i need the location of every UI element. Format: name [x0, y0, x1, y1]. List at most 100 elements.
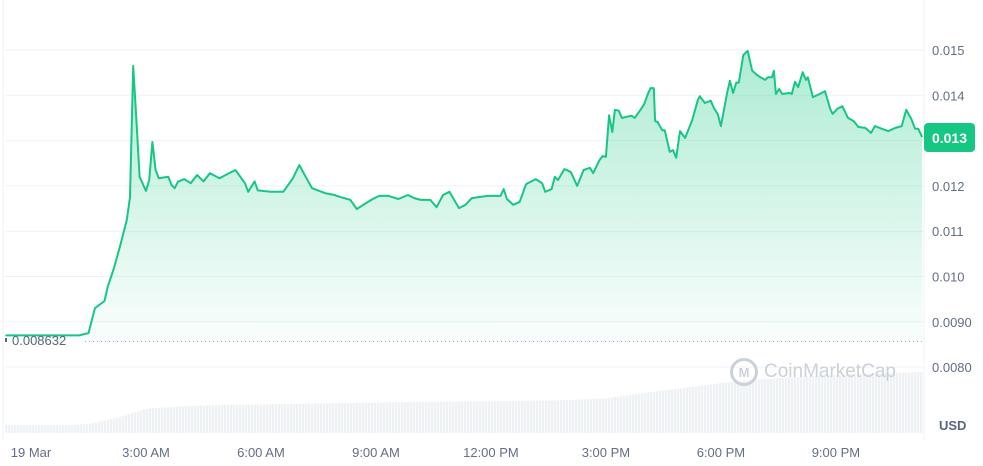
volume-bar — [440, 401, 443, 433]
volume-bar — [908, 372, 911, 433]
volume-bar — [728, 382, 731, 433]
volume-bar — [875, 373, 878, 433]
volume-bar — [140, 410, 143, 433]
volume-bar — [815, 376, 818, 433]
volume-bar — [380, 402, 383, 433]
volume-bar — [515, 400, 518, 433]
reference-marker — [5, 338, 7, 342]
y-tick-label: 0.0090 — [932, 315, 972, 330]
volume-bar — [893, 372, 896, 433]
volume-bar — [314, 403, 317, 433]
volume-bar — [620, 396, 623, 433]
volume-bar — [134, 412, 137, 433]
volume-bar — [32, 425, 35, 433]
volume-bar — [860, 373, 863, 433]
volume-bar — [557, 400, 560, 433]
volume-bar — [56, 425, 59, 433]
volume-bar — [185, 406, 188, 433]
volume-bar — [854, 374, 857, 433]
volume-bar — [464, 401, 467, 433]
volume-bar — [143, 409, 146, 433]
volume-bar — [764, 379, 767, 433]
price-line — [5, 49, 924, 337]
volume-bar — [26, 425, 29, 433]
volume-bar — [554, 400, 557, 433]
volume-bar — [482, 401, 485, 433]
watermark-text: CoinMarketCap — [764, 361, 896, 382]
volume-bar — [887, 372, 890, 433]
volume-bar — [581, 399, 584, 433]
volume-bar — [341, 403, 344, 433]
volume-bar — [227, 404, 230, 433]
volume-bar — [596, 398, 599, 433]
volume-bar — [773, 378, 776, 433]
volume-bar — [350, 402, 353, 433]
volume-bar — [857, 374, 860, 433]
volume-bar — [203, 405, 206, 433]
volume-bar — [275, 404, 278, 433]
volume-bar — [293, 403, 296, 433]
volume-bar — [551, 400, 554, 433]
volume-bar — [896, 372, 899, 433]
volume-bar — [221, 404, 224, 433]
volume-bar — [794, 377, 797, 433]
volume-bar — [878, 373, 881, 433]
volume-bar — [47, 425, 50, 433]
volume-bar — [791, 377, 794, 433]
volume-bar — [371, 402, 374, 433]
volume-bar — [653, 391, 656, 433]
volume-bar — [404, 402, 407, 433]
x-tick-label: 9:00 PM — [812, 445, 860, 460]
volume-bar — [14, 425, 17, 433]
volume-bar — [491, 401, 494, 433]
volume-bar — [605, 398, 608, 433]
volume-bar — [509, 400, 512, 433]
volume-bar — [461, 401, 464, 433]
volume-bar — [248, 404, 251, 433]
volume-bar — [296, 403, 299, 433]
volume-bar — [842, 374, 845, 433]
volume-bar — [83, 424, 86, 433]
volume-bar — [5, 425, 8, 433]
volume-bar — [224, 404, 227, 433]
volume-bar — [698, 385, 701, 433]
volume-bar — [191, 405, 194, 433]
x-tick-label: 3:00 PM — [582, 445, 630, 460]
volume-bar — [155, 408, 158, 433]
volume-bar — [638, 393, 641, 433]
volume-bar — [872, 373, 875, 433]
volume-bar — [845, 374, 848, 433]
volume-bar — [344, 403, 347, 433]
volume-bar — [722, 382, 725, 433]
volume-bar — [824, 375, 827, 433]
volume-bar — [686, 387, 689, 433]
volume-bar — [362, 402, 365, 433]
volume-bar — [614, 397, 617, 433]
volume-bar — [890, 372, 893, 433]
volume-bar — [257, 404, 260, 433]
volume-bar — [449, 401, 452, 433]
volume-bar — [119, 416, 122, 433]
volume-bar — [578, 399, 581, 433]
volume-bar — [488, 401, 491, 433]
volume-bar — [263, 404, 266, 433]
volume-bar — [38, 425, 41, 433]
x-tick-label: 6:00 AM — [237, 445, 285, 460]
volume-bar — [308, 403, 311, 433]
volume-bar — [785, 377, 788, 433]
volume-bar — [170, 407, 173, 433]
volume-bar — [776, 378, 779, 433]
volume-bar — [11, 425, 14, 433]
volume-bar — [329, 403, 332, 433]
volume-bar — [713, 383, 716, 433]
volume-bar — [740, 381, 743, 433]
volume-bar — [359, 402, 362, 433]
volume-bar — [587, 399, 590, 433]
volume-bar — [377, 402, 380, 433]
volume-bar — [827, 375, 830, 433]
volume-bar — [311, 403, 314, 433]
volume-bar — [683, 387, 686, 433]
volume-bar — [623, 395, 626, 433]
volume-bar — [122, 415, 125, 433]
